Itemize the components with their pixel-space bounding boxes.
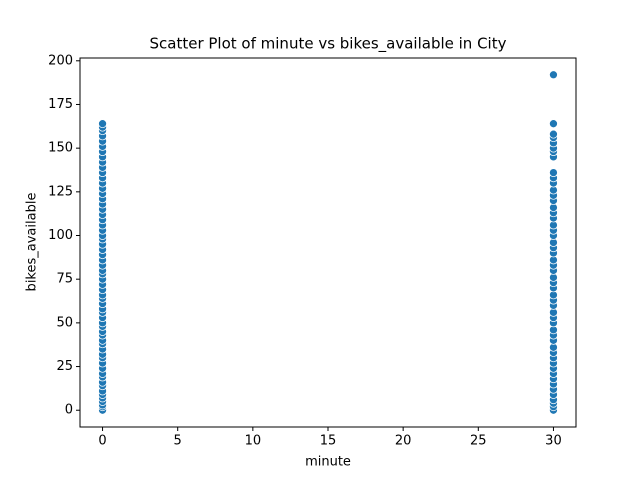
point [549, 119, 558, 129]
point [549, 70, 558, 80]
point [549, 168, 558, 177]
y-tick-label: 175 [48, 97, 73, 112]
y-tick-label: 150 [48, 141, 73, 156]
x-tick-label: 5 [174, 434, 182, 449]
x-tick-label: 10 [245, 434, 262, 449]
y-axis-label: bikes_available [25, 193, 40, 292]
y-tick-label: 125 [48, 184, 73, 199]
y-tick-label: 200 [48, 53, 73, 68]
x-tick-label: 15 [320, 434, 337, 449]
y-tick-label: 25 [56, 359, 73, 374]
chart-title: Scatter Plot of minute vs bikes_availabl… [150, 35, 507, 54]
y-tick-label: 0 [65, 403, 73, 418]
plot-frame [79, 57, 577, 428]
x-tick-label: 30 [545, 434, 562, 449]
x-tick-label: 25 [470, 434, 487, 449]
y-tick-label: 100 [48, 228, 73, 243]
point [549, 129, 558, 139]
x-axis-label: minute [305, 455, 351, 470]
x-tick-label: 0 [98, 434, 106, 449]
y-tick-label: 50 [56, 315, 73, 330]
point [98, 119, 107, 129]
y-tick-label: 75 [56, 272, 73, 287]
x-tick-label: 20 [395, 434, 412, 449]
